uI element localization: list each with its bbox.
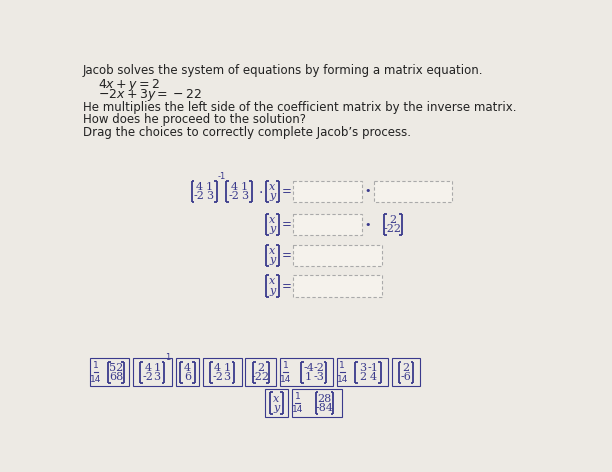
Text: -2: -2: [212, 372, 223, 382]
Text: 14: 14: [292, 405, 303, 414]
Text: 1: 1: [206, 182, 213, 192]
Text: 3: 3: [223, 372, 230, 382]
Text: 2: 2: [389, 215, 396, 225]
Text: -3: -3: [313, 372, 324, 382]
Text: 4: 4: [184, 362, 191, 373]
Text: 4: 4: [370, 372, 376, 382]
Text: 68: 68: [109, 372, 123, 382]
Text: 1: 1: [154, 362, 161, 373]
Text: 2: 2: [402, 362, 409, 373]
Text: 1: 1: [294, 392, 300, 401]
Text: -84: -84: [316, 403, 334, 413]
Text: Jacob solves the system of equations by forming a matrix equation.: Jacob solves the system of equations by …: [83, 64, 483, 77]
Text: 3: 3: [241, 191, 248, 201]
Text: -4: -4: [303, 362, 314, 373]
Text: 4: 4: [144, 362, 151, 373]
Text: 6: 6: [184, 372, 191, 382]
Text: 1: 1: [305, 372, 312, 382]
Text: -2: -2: [143, 372, 153, 382]
Text: 28: 28: [318, 394, 332, 404]
Text: 3: 3: [154, 372, 161, 382]
Text: y: y: [269, 286, 275, 296]
Text: -2: -2: [194, 191, 205, 201]
Text: 1: 1: [340, 361, 345, 370]
FancyBboxPatch shape: [293, 181, 362, 202]
Text: -2: -2: [229, 191, 240, 201]
Text: $\cdot$: $\cdot$: [258, 185, 263, 198]
Text: 1: 1: [223, 362, 230, 373]
Text: -22: -22: [384, 224, 401, 234]
Text: x: x: [269, 246, 275, 256]
FancyBboxPatch shape: [293, 275, 382, 297]
Text: =: =: [282, 218, 291, 231]
Text: How does he proceed to the solution?: How does he proceed to the solution?: [83, 113, 306, 126]
Text: =: =: [282, 185, 291, 198]
Text: 14: 14: [337, 375, 348, 384]
Text: y: y: [274, 403, 280, 413]
FancyBboxPatch shape: [293, 214, 362, 235]
Text: •: •: [365, 186, 371, 196]
Text: 1: 1: [93, 361, 99, 370]
Text: =: =: [282, 279, 291, 293]
Text: 14: 14: [90, 375, 102, 384]
FancyBboxPatch shape: [293, 244, 382, 266]
Text: 1: 1: [283, 361, 289, 370]
Text: 2: 2: [359, 372, 367, 382]
Text: 2: 2: [258, 362, 264, 373]
Text: -2: -2: [313, 362, 324, 373]
Text: -22: -22: [252, 372, 270, 382]
Text: He multiplies the left side of the coefficient matrix by the inverse matrix.: He multiplies the left side of the coeff…: [83, 101, 516, 114]
Text: -1: -1: [218, 172, 226, 181]
Text: 1: 1: [165, 354, 171, 362]
Text: Drag the choices to correctly complete Jacob’s process.: Drag the choices to correctly complete J…: [83, 126, 411, 139]
Text: $4x+y=2$: $4x+y=2$: [98, 76, 160, 93]
Text: x: x: [269, 215, 275, 225]
Text: x: x: [269, 182, 275, 192]
Text: x: x: [269, 277, 275, 287]
Text: =: =: [282, 249, 291, 262]
Text: $-2x+3y=-22$: $-2x+3y=-22$: [98, 87, 202, 103]
Text: 4: 4: [196, 182, 203, 192]
Text: y: y: [269, 255, 275, 265]
Text: 4: 4: [231, 182, 238, 192]
Text: 14: 14: [280, 375, 291, 384]
Text: -6: -6: [400, 372, 411, 382]
Text: •: •: [365, 219, 371, 229]
Text: 4: 4: [214, 362, 221, 373]
Text: 3: 3: [206, 191, 213, 201]
FancyBboxPatch shape: [374, 181, 452, 202]
Text: y: y: [269, 224, 275, 234]
Text: x: x: [274, 394, 280, 404]
Text: 3: 3: [359, 362, 367, 373]
Text: 1: 1: [241, 182, 248, 192]
Text: 52: 52: [109, 362, 123, 373]
Text: -1: -1: [367, 362, 378, 373]
Text: y: y: [269, 191, 275, 201]
